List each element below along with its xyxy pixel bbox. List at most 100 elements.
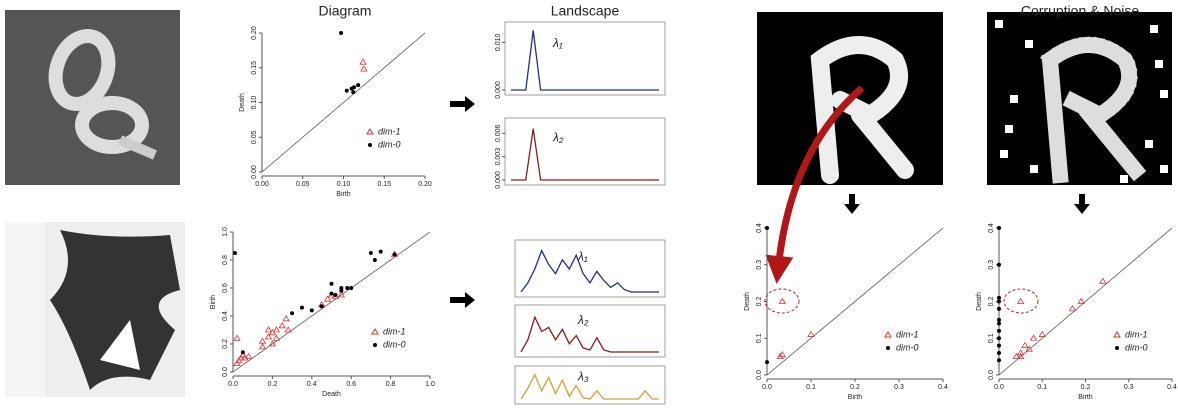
point: [359, 58, 367, 65]
point: [997, 343, 1001, 348]
x-tick-label: 0.2: [850, 384, 860, 391]
point: [356, 83, 361, 88]
point: [268, 340, 277, 347]
point: [329, 281, 334, 286]
x-tick-label: 0.00: [255, 181, 269, 188]
x-axis-label: Death: [322, 391, 341, 398]
point: [1021, 341, 1029, 348]
point: [997, 328, 1001, 333]
point: [264, 326, 273, 333]
x-tick-label: 0.15: [377, 181, 391, 188]
point: [282, 315, 290, 322]
landscape-line: [511, 30, 659, 91]
point: [765, 226, 769, 230]
point: [1016, 349, 1025, 356]
point: [997, 226, 1001, 230]
point: [339, 31, 344, 35]
point: [290, 311, 295, 316]
point: [351, 90, 356, 95]
legend-label: dim-0: [378, 139, 401, 149]
x-tick-label: 0.6: [346, 381, 356, 388]
y-tick-label: 0.3: [756, 260, 763, 270]
y-tick-label: 0.2: [988, 297, 995, 307]
highlight-arrow: [765, 85, 865, 284]
panel-title: Diagram: [319, 3, 372, 19]
y-tick-label: 0.05: [251, 130, 258, 144]
y-tick-label: 0.0: [222, 367, 229, 377]
y-tick-label: 0.0: [756, 370, 763, 380]
diagonal: [261, 32, 426, 173]
point: [239, 351, 247, 358]
y-tick-label: 0.006: [495, 124, 502, 142]
y-tick-label: 0.003: [495, 148, 502, 166]
legend-label: dim-0: [896, 342, 919, 352]
x-tick-label: 0.4: [938, 384, 948, 391]
point: [240, 350, 245, 355]
y-axis-label: Death: [744, 292, 751, 311]
arrows: [450, 96, 1090, 308]
y-tick-label: 0.2: [222, 339, 229, 349]
y-tick-label: 1.0: [222, 227, 229, 237]
point: [284, 326, 292, 333]
legend-marker: [886, 346, 890, 350]
legend-label: dim-0: [383, 339, 406, 349]
point: [258, 337, 267, 344]
x-tick-label: 0.20: [418, 181, 432, 188]
legend-marker: [884, 331, 892, 338]
y-tick-label: 0.010: [495, 33, 502, 51]
legend-marker: [1113, 331, 1121, 338]
panel-title: Corruption & Noise: [1021, 3, 1139, 19]
point: [233, 334, 241, 341]
point: [368, 251, 373, 255]
y-tick-label: 0.00: [251, 165, 258, 179]
point: [372, 258, 377, 262]
x-tick-label: 0.8: [386, 381, 396, 388]
landscape-line: [511, 128, 659, 181]
y-axis-label: Death: [976, 292, 983, 311]
point: [1025, 345, 1033, 352]
point: [778, 351, 787, 358]
point: [778, 297, 787, 304]
diagonal: [232, 231, 431, 373]
point: [352, 85, 357, 90]
x-tick-label: 0.3: [894, 384, 904, 391]
diagonal: [998, 227, 1173, 376]
legend-label: dim-1: [896, 329, 919, 339]
x-axis-label: Birth: [336, 191, 351, 198]
landscape-label: λ₂: [552, 130, 564, 144]
point: [1077, 297, 1085, 304]
x-tick-label: 0.0: [228, 381, 238, 388]
point: [337, 291, 346, 298]
x-tick-label: 0.10: [337, 181, 351, 188]
legend-label: dim-1: [1125, 329, 1148, 339]
point: [1016, 352, 1025, 360]
point: [997, 358, 1001, 363]
y-tick-label: 0.1: [756, 333, 763, 343]
point: [776, 352, 784, 360]
y-tick-label: 0.000: [495, 81, 502, 99]
point: [333, 293, 338, 297]
y-tick-label: 0.8: [222, 255, 229, 265]
legend-marker: [368, 143, 372, 147]
image-texture: [5, 222, 185, 397]
frame: [514, 239, 666, 298]
landscape-label: λ₂: [577, 313, 589, 327]
legend-label: dim-1: [378, 126, 401, 136]
y-tick-label: 0.6: [222, 283, 229, 293]
point: [309, 308, 314, 313]
x-tick-label: 0.4: [1167, 384, 1177, 391]
point: [344, 88, 349, 93]
point: [997, 295, 1001, 300]
point: [258, 343, 267, 350]
point: [807, 330, 815, 337]
frame: [514, 365, 666, 405]
legend-marker: [1115, 346, 1119, 350]
highlight-circle: [1003, 288, 1039, 314]
x-tick-label: 1.0: [425, 381, 435, 388]
y-tick-label: 0.15: [251, 61, 258, 75]
point: [232, 251, 237, 255]
y-axis-label: Death: [239, 93, 246, 112]
point: [235, 357, 243, 364]
landscape-label: λ₁: [552, 36, 563, 50]
